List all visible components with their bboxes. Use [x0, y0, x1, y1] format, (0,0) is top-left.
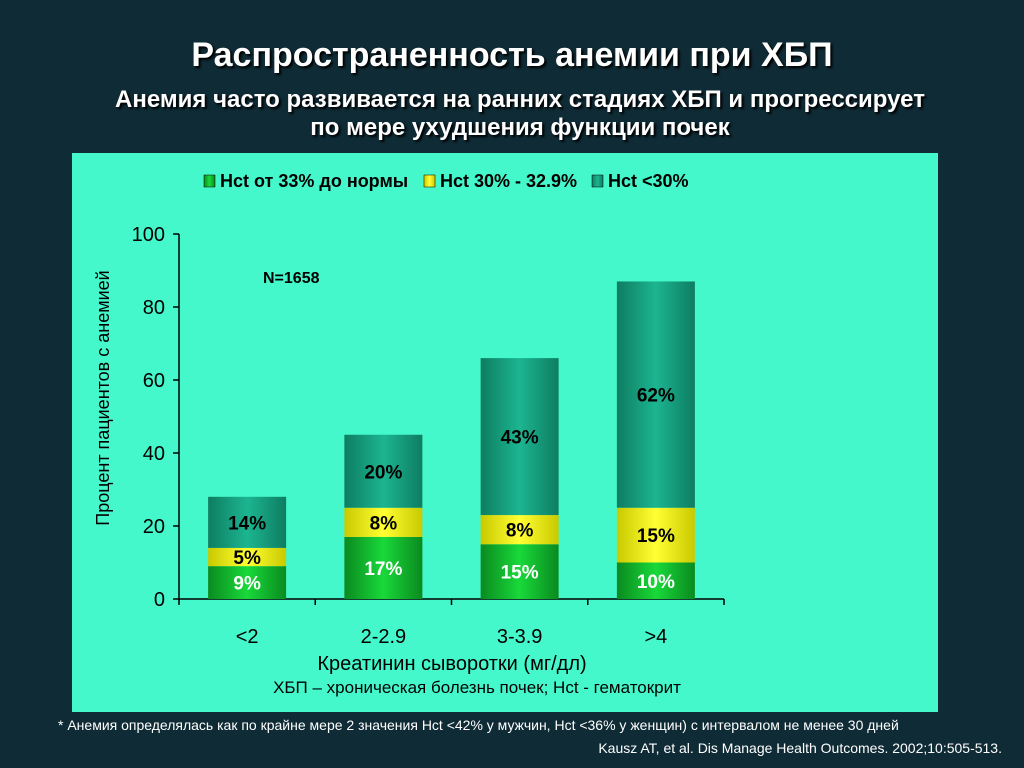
y-tick-label: 20	[143, 516, 165, 538]
bar-segment	[480, 358, 559, 516]
bar-segment	[344, 507, 423, 537]
y-tick-label: 40	[143, 443, 165, 465]
x-tick-label: 2-2.9	[361, 626, 407, 648]
bar-data-label: 5%	[233, 548, 261, 569]
legend-swatch	[203, 174, 216, 188]
chart-axes: 0 20 40 60 80 100 <2 2-2.9 3-3.9 >4	[132, 224, 725, 648]
chart-legend: Hct от 33% до нормы Hct 30% - 32.9% Hct <3…	[203, 171, 689, 191]
y-tick-label: 60	[143, 370, 165, 392]
stacked-bar-chart: Hct от 33% до нормы Hct 30% - 32.9% Hct <3…	[93, 171, 725, 697]
y-tick-label: 0	[154, 589, 165, 611]
bar-data-label: 10%	[637, 572, 675, 593]
x-tick-label: 3-3.9	[497, 626, 543, 648]
bar-data-label: 15%	[637, 526, 675, 547]
sample-size-annotation: N=1658	[263, 270, 320, 287]
x-tick-label: >4	[644, 626, 667, 648]
bar-data-label: 14%	[228, 513, 266, 534]
bar-segment	[616, 507, 695, 563]
y-axis-label: Процент пациентов с анемией	[93, 270, 113, 525]
citation: Kausz AT, et al. Dis Manage Health Outco…	[598, 740, 1002, 756]
subtitle-line-2: по мере ухудшения функции почек	[310, 114, 730, 141]
x-tick-label: <2	[236, 626, 259, 648]
chart-caption: ХБП – хроническая болезнь почек; Hct - г…	[273, 678, 681, 697]
bar-data-label: 15%	[501, 563, 539, 584]
bar-segment	[480, 515, 559, 545]
bar-data-label: 62%	[637, 386, 675, 407]
bar-data-label: 8%	[506, 521, 534, 542]
bar-segment	[616, 281, 695, 508]
legend-label: Hct от 33% до нормы	[220, 171, 408, 191]
chart-panel: Hct от 33% до нормы Hct 30% - 32.9% Hct <3…	[72, 153, 938, 712]
bar-segment	[208, 496, 287, 548]
bar-data-label: 43%	[501, 428, 539, 449]
legend-swatch	[591, 174, 604, 188]
slide-subtitle: Анемия часто развивается на ранних стади…	[20, 86, 1020, 142]
bar-segment	[616, 562, 695, 599]
bar-segment	[344, 536, 423, 599]
y-tick-label: 80	[143, 297, 165, 319]
bar-data-label: 17%	[364, 559, 402, 580]
bar-segment	[208, 547, 287, 567]
slide-title: Распространенность анемии при ХБП	[191, 36, 833, 74]
chart-bars: 9% 5% 14% 17% 8% 20% 15% 8% 43% 10% 15% 62%	[208, 281, 695, 599]
bar-segment	[480, 544, 559, 599]
subtitle-line-1: Анемия часто развивается на ранних стади…	[115, 86, 925, 113]
footnote: * Анемия определялась как по крайне мере…	[58, 717, 899, 733]
bar-segment	[208, 566, 287, 599]
bar-data-label: 9%	[233, 574, 261, 595]
x-axis-label: Креатинин сыворотки (мг/дл)	[317, 653, 586, 675]
legend-swatch	[423, 174, 436, 188]
legend-label: Hct 30% - 32.9%	[440, 171, 577, 191]
bar-segment	[344, 434, 423, 508]
bar-data-label: 8%	[370, 513, 398, 534]
legend-label: Hct <30%	[608, 171, 689, 191]
y-tick-label: 100	[132, 224, 165, 246]
bar-data-label: 20%	[364, 462, 402, 483]
